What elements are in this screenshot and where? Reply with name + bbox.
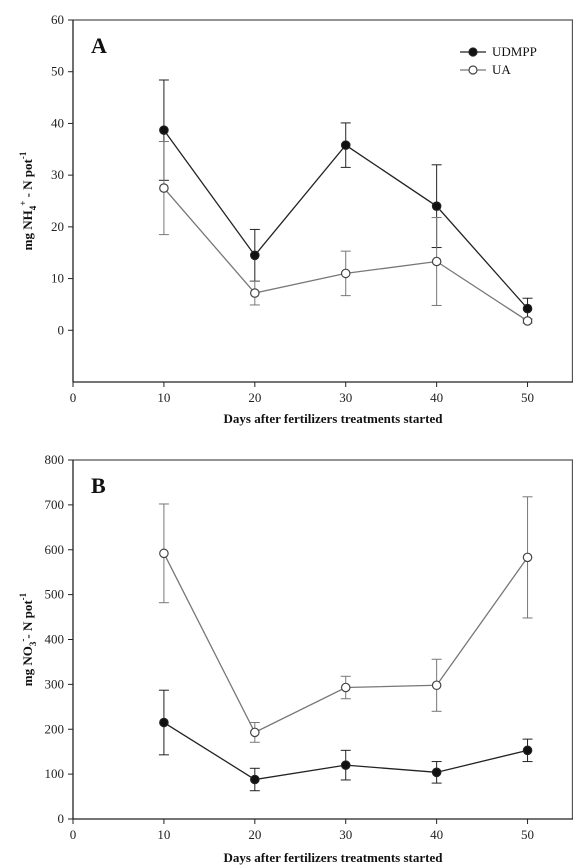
y-tick-label: 800 — [45, 452, 65, 467]
x-tick-label: 20 — [248, 827, 261, 842]
y-tick-label: 0 — [58, 811, 65, 826]
y-tick-label: 300 — [45, 676, 65, 691]
y-axis-label-part: - — [18, 639, 28, 642]
y-axis-label-part: mg NO — [20, 646, 35, 686]
y-axis-label-part: -1 — [18, 592, 28, 600]
y-tick-label: 700 — [45, 497, 65, 512]
y-axis-label-part: - N pot — [20, 158, 35, 200]
x-tick-label: 30 — [339, 390, 352, 405]
legend-label: UDMPP — [492, 44, 537, 59]
series-udmpp — [158, 689, 533, 792]
y-tick-label: 100 — [45, 766, 65, 781]
data-point — [431, 256, 442, 267]
y-tick-label: 400 — [45, 632, 65, 647]
data-point — [159, 548, 169, 559]
panel-label: B — [91, 473, 106, 498]
y-tick-label: 200 — [45, 721, 65, 736]
legend: UDMPP UA — [460, 44, 537, 77]
data-point — [431, 201, 442, 211]
y-tick-label: 10 — [51, 271, 64, 286]
legend-marker — [468, 47, 478, 57]
data-point — [522, 552, 533, 563]
y-axis-label-part: - N pot — [20, 600, 35, 639]
data-point — [340, 140, 351, 150]
panel-label: A — [91, 33, 107, 58]
x-tick-label: 0 — [70, 827, 77, 842]
x-tick-label: 0 — [70, 390, 77, 405]
x-tick-label: 30 — [339, 827, 352, 842]
y-axis-label-part: mg NH — [20, 210, 35, 250]
y-tick-label: 30 — [51, 167, 64, 182]
data-point — [522, 303, 533, 314]
data-point — [431, 767, 442, 778]
x-axis-label: Days after fertilizers treatments starte… — [224, 850, 444, 865]
data-point — [340, 268, 351, 279]
y-axis-label-part: + — [18, 201, 28, 206]
legend-marker — [468, 65, 478, 75]
y-tick-label: 500 — [45, 587, 65, 602]
x-tick-label: 50 — [521, 827, 534, 842]
series-ua — [158, 496, 533, 743]
data-point — [522, 745, 533, 756]
data-point — [250, 288, 260, 298]
legend-label: UA — [492, 62, 511, 77]
data-point — [250, 727, 260, 738]
x-tick-label: 50 — [521, 390, 534, 405]
data-point — [340, 760, 351, 770]
y-axis-label-part: 3 — [28, 641, 38, 646]
chart-panel-a: 0 10 20 30 40 50 60 0 10 20 30 40 50 A Days after fert… — [18, 12, 573, 426]
data-point — [159, 125, 169, 135]
data-point — [159, 183, 169, 193]
y-tick-label: 0 — [58, 322, 65, 337]
data-point — [522, 316, 533, 326]
data-point — [340, 682, 351, 693]
data-point — [431, 680, 442, 691]
x-axis-label: Days after fertilizers treatments starte… — [224, 411, 444, 426]
x-tick-label: 40 — [430, 390, 443, 405]
data-point — [250, 774, 260, 785]
x-tick-label: 10 — [157, 390, 170, 405]
chart-panel-b: 0 100 200 300 400 500 600 700 800 0 10 20 30 40 50 B Day… — [18, 452, 573, 865]
y-tick-label: 40 — [51, 115, 64, 130]
y-axis-label: mg NO3-- N pot-1 — [18, 592, 38, 686]
series-ua — [158, 141, 533, 326]
x-tick-label: 10 — [157, 827, 170, 842]
x-tick-label: 20 — [248, 390, 261, 405]
y-tick-label: 600 — [45, 542, 65, 557]
series-line — [163, 553, 529, 734]
data-point — [250, 250, 260, 261]
data-point — [159, 717, 169, 728]
y-tick-label: 60 — [51, 12, 64, 27]
y-tick-label: 20 — [51, 219, 64, 234]
x-tick-label: 40 — [430, 827, 443, 842]
y-axis-label-part: 4 — [28, 205, 38, 210]
y-axis-label: mg NH4+ - N pot-1 — [18, 151, 38, 250]
y-axis-label-part: -1 — [18, 151, 28, 159]
y-tick-label: 50 — [51, 64, 64, 79]
